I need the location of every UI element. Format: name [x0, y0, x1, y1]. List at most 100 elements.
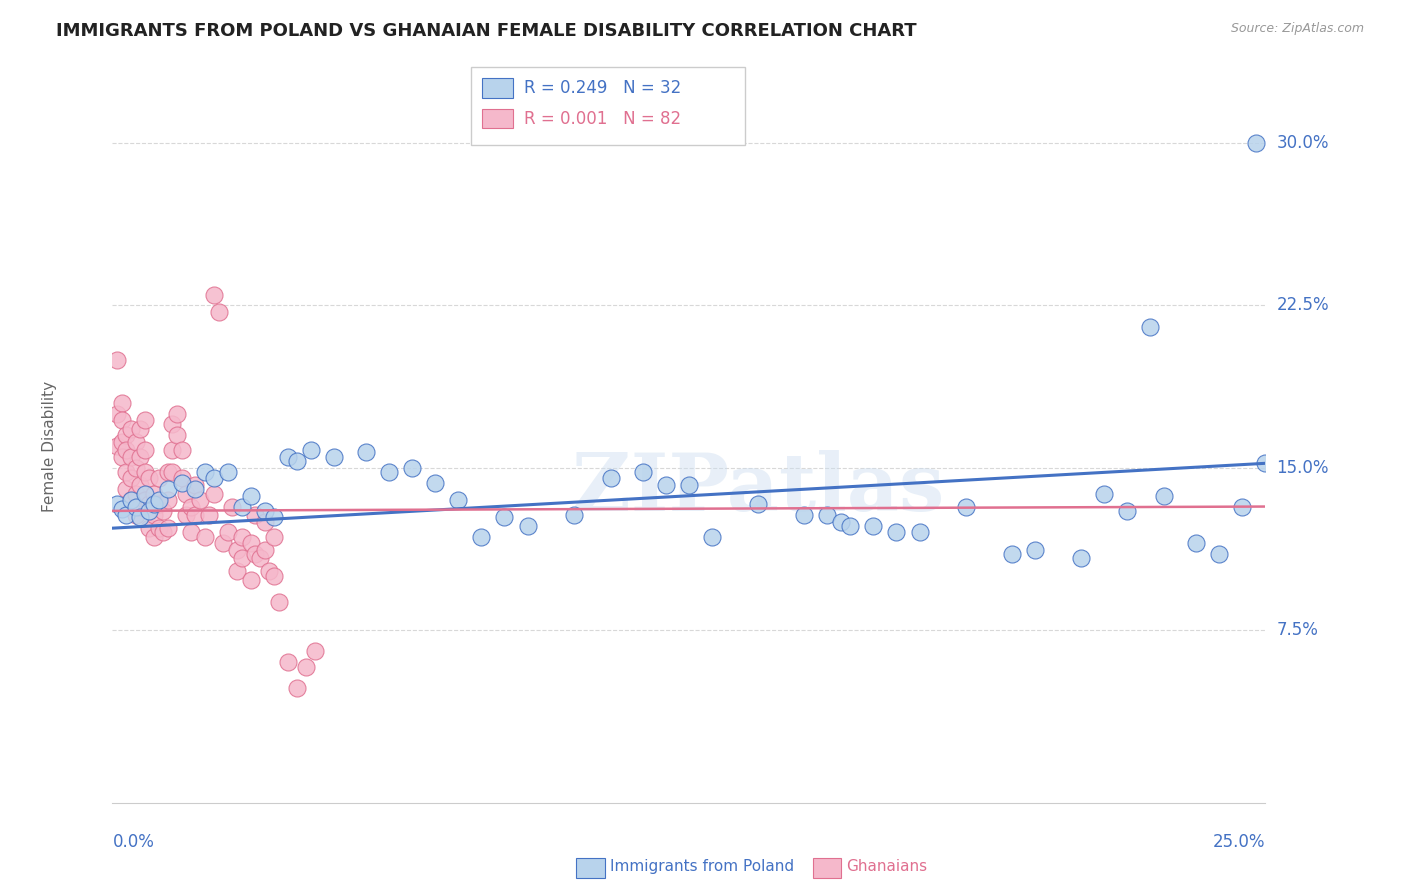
Point — [259, 565, 281, 579]
Point — [217, 465, 239, 479]
Point — [253, 515, 276, 529]
Point — [1001, 547, 1024, 561]
Point — [134, 443, 156, 458]
Point — [354, 445, 377, 459]
Text: 30.0%: 30.0% — [1277, 135, 1329, 153]
Point — [134, 486, 156, 500]
Point — [124, 434, 146, 449]
Point — [221, 500, 243, 514]
Point — [115, 508, 138, 523]
Point — [120, 422, 142, 436]
Point — [378, 465, 401, 479]
Point — [202, 486, 225, 500]
Point — [267, 595, 290, 609]
Text: R = 0.001   N = 82: R = 0.001 N = 82 — [524, 110, 682, 128]
Point — [111, 413, 134, 427]
Point — [1092, 486, 1115, 500]
Point — [162, 465, 184, 479]
Point — [162, 417, 184, 432]
Point — [143, 530, 166, 544]
Point — [263, 568, 285, 582]
Point — [631, 465, 654, 479]
Point — [115, 428, 138, 442]
Point — [198, 508, 221, 523]
Point — [115, 443, 138, 458]
Point — [115, 482, 138, 496]
Point — [148, 497, 170, 511]
Point — [245, 547, 267, 561]
Point — [156, 465, 179, 479]
Point — [245, 508, 267, 523]
Point — [143, 497, 166, 511]
Point — [1153, 489, 1175, 503]
Point — [1139, 320, 1161, 334]
Point — [226, 565, 249, 579]
Point — [231, 530, 253, 544]
Point — [194, 530, 217, 544]
Point — [120, 493, 142, 508]
Point — [129, 450, 152, 464]
Point — [1070, 551, 1092, 566]
Point — [129, 478, 152, 492]
Point — [105, 352, 128, 367]
Text: Female Disability: Female Disability — [42, 380, 56, 512]
Point — [120, 493, 142, 508]
Point — [105, 439, 128, 453]
Point — [815, 508, 838, 523]
Point — [138, 504, 160, 518]
Point — [148, 493, 170, 508]
Point — [299, 443, 322, 458]
Point — [111, 396, 134, 410]
Point — [1208, 547, 1230, 561]
Point — [180, 500, 202, 514]
Point — [124, 508, 146, 523]
Point — [322, 450, 344, 464]
Point — [908, 525, 931, 540]
Point — [447, 493, 470, 508]
Point — [793, 508, 815, 523]
Point — [239, 536, 262, 550]
Point — [955, 500, 977, 514]
Point — [143, 486, 166, 500]
Point — [184, 508, 207, 523]
Point — [231, 551, 253, 566]
Point — [138, 497, 160, 511]
Text: R = 0.249   N = 32: R = 0.249 N = 32 — [524, 79, 682, 97]
Point — [152, 504, 174, 518]
Text: Immigrants from Poland: Immigrants from Poland — [610, 859, 794, 873]
Point — [156, 482, 179, 496]
Text: 15.0%: 15.0% — [1277, 458, 1329, 476]
Point — [239, 573, 262, 587]
Point — [124, 486, 146, 500]
Point — [134, 413, 156, 427]
Point — [516, 519, 538, 533]
Point — [166, 428, 188, 442]
Point — [470, 530, 492, 544]
Point — [1244, 136, 1267, 151]
Point — [202, 287, 225, 301]
Point — [152, 525, 174, 540]
Point — [263, 530, 285, 544]
Point — [655, 478, 678, 492]
Point — [156, 493, 179, 508]
Point — [105, 497, 128, 511]
Point — [188, 493, 211, 508]
Text: 25.0%: 25.0% — [1213, 833, 1265, 851]
Point — [1024, 542, 1046, 557]
Point — [184, 482, 207, 496]
Point — [599, 471, 621, 485]
Point — [124, 460, 146, 475]
Point — [249, 551, 271, 566]
Point — [562, 508, 585, 523]
Point — [862, 519, 884, 533]
Point — [217, 525, 239, 540]
Point — [1232, 500, 1254, 514]
Point — [239, 489, 262, 503]
Text: 22.5%: 22.5% — [1277, 296, 1329, 315]
Point — [886, 525, 908, 540]
Point — [180, 525, 202, 540]
Point — [839, 519, 862, 533]
Point — [1254, 456, 1277, 470]
Point — [207, 305, 229, 319]
Point — [120, 450, 142, 464]
